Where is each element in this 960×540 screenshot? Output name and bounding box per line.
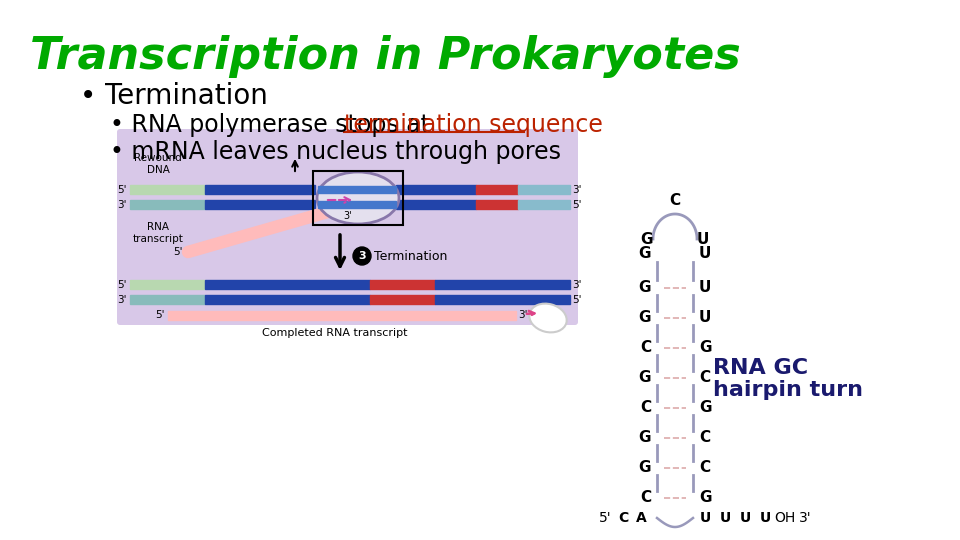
Text: 3': 3' [572, 185, 582, 195]
Bar [130, 185, 205, 194]
Text: • Termination: • Termination [80, 82, 268, 110]
Text: RNA
transcript: RNA transcript [132, 222, 183, 244]
Text: 3': 3' [799, 511, 811, 525]
Text: G: G [638, 280, 651, 295]
Text: • mRNA leaves nucleus through pores: • mRNA leaves nucleus through pores [110, 140, 561, 164]
Text: G: G [699, 490, 711, 505]
Text: U: U [759, 511, 771, 525]
Text: C: C [699, 370, 710, 386]
Text: U: U [719, 511, 731, 525]
Bar [396, 200, 476, 209]
Ellipse shape [317, 172, 399, 224]
Text: 3': 3' [117, 200, 127, 210]
Text: C: C [640, 490, 651, 505]
Text: 3': 3' [518, 310, 527, 320]
Bar [396, 185, 476, 194]
Bar [205, 295, 370, 304]
Text: 3': 3' [344, 211, 352, 221]
Text: 3': 3' [572, 280, 582, 290]
Text: 5': 5' [174, 247, 183, 257]
Bar [318, 201, 396, 208]
Bar [370, 295, 435, 304]
Text: G: G [640, 233, 653, 247]
Text: G: G [638, 246, 651, 261]
Text: OH: OH [775, 511, 796, 525]
Text: U: U [739, 511, 751, 525]
Bar [130, 200, 205, 209]
Text: 5': 5' [117, 185, 127, 195]
Text: C: C [699, 461, 710, 476]
Text: G: G [699, 401, 711, 415]
Text: 5': 5' [117, 280, 127, 290]
Text: C: C [669, 193, 681, 208]
Text: Transcription in Prokaryotes: Transcription in Prokaryotes [30, 35, 741, 78]
FancyBboxPatch shape [117, 129, 578, 325]
Text: 5': 5' [572, 200, 582, 210]
Text: C: C [699, 430, 710, 445]
Text: 5': 5' [156, 310, 165, 320]
Text: C: C [640, 401, 651, 415]
Circle shape [353, 247, 371, 265]
Text: G: G [638, 310, 651, 326]
Text: C: C [640, 341, 651, 355]
Text: A: A [636, 511, 646, 525]
Text: 3': 3' [117, 295, 127, 305]
Text: Termination: Termination [374, 249, 447, 262]
Bar [370, 280, 435, 289]
Text: G: G [699, 341, 711, 355]
Bar [435, 280, 570, 289]
Bar [205, 200, 315, 209]
Bar [518, 185, 570, 194]
Text: hairpin turn: hairpin turn [713, 380, 863, 400]
Text: U: U [699, 246, 711, 261]
Text: 5': 5' [599, 511, 612, 525]
Text: Completed RNA transcript: Completed RNA transcript [262, 328, 408, 338]
Bar [318, 186, 396, 193]
Text: termination sequence: termination sequence [344, 113, 603, 137]
Bar [518, 200, 570, 209]
Text: C: C [618, 511, 628, 525]
Text: • RNA polymerase stops at: • RNA polymerase stops at [110, 113, 438, 137]
Bar [130, 295, 205, 304]
Text: RNA GC: RNA GC [713, 358, 808, 378]
Text: G: G [638, 370, 651, 386]
Text: Rewound
DNA: Rewound DNA [134, 153, 181, 175]
Bar [168, 311, 516, 320]
Bar [205, 280, 370, 289]
Text: G: G [638, 461, 651, 476]
Text: U: U [699, 310, 711, 326]
Text: 3: 3 [358, 251, 366, 261]
Text: G: G [638, 430, 651, 445]
Bar [130, 280, 205, 289]
Ellipse shape [529, 303, 566, 333]
Text: U: U [700, 511, 710, 525]
Bar [476, 185, 518, 194]
Text: U: U [699, 280, 711, 295]
Text: 5': 5' [572, 295, 582, 305]
Bar [476, 200, 518, 209]
Text: U: U [697, 233, 709, 247]
Bar [205, 185, 315, 194]
Bar [435, 295, 570, 304]
